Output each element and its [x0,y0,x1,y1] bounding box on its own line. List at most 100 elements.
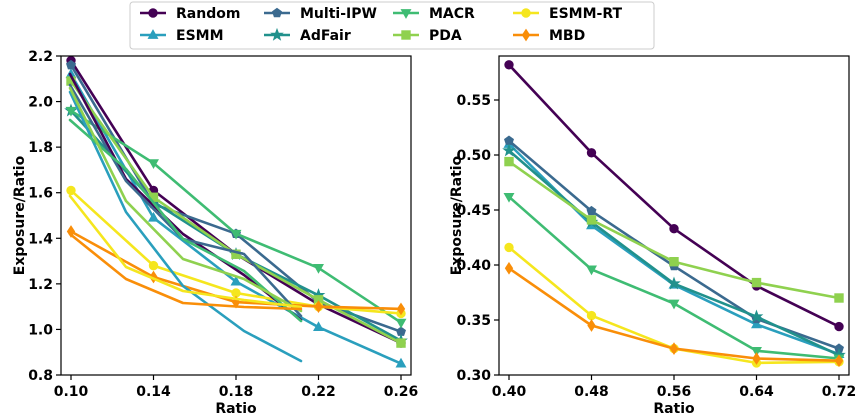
axes-frame-left [60,55,412,376]
point-multi-ipw [66,59,76,70]
fallback-line-4 [68,118,303,323]
y-tick-label: 1.0 [28,322,53,338]
y-tick-label: 2.0 [28,95,53,111]
point-macr [751,346,762,357]
series-adfair [502,143,846,362]
point-random [834,321,844,332]
x-ticks-right: 0.40 0.48 0.56 0.64 0.72 [492,375,857,400]
y-tick-label: 0.55 [456,93,491,109]
x-tick-label: 0.18 [219,384,254,400]
fallback-line-1 [68,72,303,322]
x-tick-label: 0.14 [136,384,171,400]
y-tick-label: 1.8 [28,140,53,156]
y-axis-label-left: Exposure/Ratio [12,155,28,275]
point-esmm-rt [66,185,76,196]
y-tick-label: 1.2 [28,277,53,293]
x-tick-label: 0.56 [657,384,692,400]
x-axis-label-left: Ratio [215,401,257,417]
y-ticks-left: 0.8 1.0 1.2 1.4 1.6 1.8 2.0 2.2 [28,49,61,384]
point-adfair [502,143,516,157]
chart-right: 0.30 0.35 0.40 0.45 0.50 0.55 0.40 0.48 0.56 0.6… [449,55,857,417]
y-tick-label: 1.6 [28,186,53,202]
fallback-line-2 [68,90,303,363]
point-esmm [395,357,407,368]
series-mbd [504,261,844,368]
series-macr [65,106,407,329]
legend-label: MBD [549,28,585,44]
legend-item-esmm: ESMM [140,28,224,44]
legend-label: AdFair [300,28,351,44]
legend-swatch-marker [521,28,531,42]
point-mbd [752,352,761,365]
legend-swatch-marker [148,8,158,18]
point-multi-ipw [586,205,597,216]
y-tick-label: 0.30 [456,368,491,384]
legend-swatch-marker [521,8,531,18]
point-esmm-rt [148,260,159,271]
point-macr [65,106,77,117]
point-esmm-rt [504,242,514,253]
point-pda [669,257,679,267]
point-mbd [669,342,679,355]
x-tick-label: 0.72 [822,384,857,400]
line-multi-ipw [507,139,841,350]
point-adfair [667,276,681,290]
point-mbd [396,302,406,316]
legend: Random ESMM Multi-IPW AdFair MACR PDA ESMM-RT M… [129,1,655,50]
point-mbd [504,261,514,275]
point-mbd [587,319,596,332]
point-esmm [148,211,159,222]
legend-label: Multi-IPW [300,6,377,22]
x-tick-label: 0.26 [384,384,419,400]
y-axis-label-right: Exposure/Ratio [449,155,465,275]
point-macr [586,265,597,276]
x-tick-label: 0.40 [492,384,527,400]
point-pda [586,215,597,225]
x-tick-label: 0.10 [54,384,89,400]
legend-swatch-marker [272,7,282,18]
line-esmm [507,142,841,356]
point-macr [668,299,680,310]
point-pda [504,156,514,167]
point-esmm [751,318,762,329]
y-tick-label: 0.45 [456,203,491,219]
point-multi-ipw [504,135,514,145]
fallback-line-5 [68,86,303,313]
legend-item-multi-ipw: Multi-IPW [264,6,377,22]
y-tick-label: 1.4 [28,231,53,247]
point-macr [395,318,407,329]
legend-item-mbd: MBD [513,28,585,44]
point-pda [834,293,844,303]
point-random [586,148,597,158]
point-pda [751,277,762,288]
legend-item-macr: MACR [393,6,475,22]
x-tick-label: 0.22 [301,384,336,400]
point-esmm [230,275,242,286]
point-random [669,224,679,234]
x-axis-label-right: Ratio [653,401,695,417]
series-multi-ipw [504,135,844,353]
point-macr [230,229,242,240]
point-pda [396,338,406,348]
x-tick-label: 0.48 [574,384,609,400]
y-tick-label: 0.8 [28,368,53,384]
point-adfair [749,309,764,323]
y-tick-label: 0.50 [456,148,491,164]
point-mbd [314,300,323,314]
legend-swatch-marker [401,30,411,40]
legend-item-adfair: AdFair [264,27,351,44]
point-mbd [66,225,76,238]
plot-lines-right [502,60,846,368]
legend-item-esmm-rt: ESMM-RT [513,6,622,22]
point-macr [148,159,159,169]
y-tick-label: 0.35 [456,313,491,329]
fallback-line-6 [68,194,303,309]
fallback-line-7 [68,232,303,311]
legend-swatch-marker [270,27,284,41]
point-esmm-rt [586,310,597,321]
legend-label: PDA [429,28,462,44]
y-ticks-right: 0.30 0.35 0.40 0.45 0.50 0.55 [456,93,499,384]
legend-swatch-marker [400,9,412,19]
y-tick-label: 2.2 [28,49,53,65]
